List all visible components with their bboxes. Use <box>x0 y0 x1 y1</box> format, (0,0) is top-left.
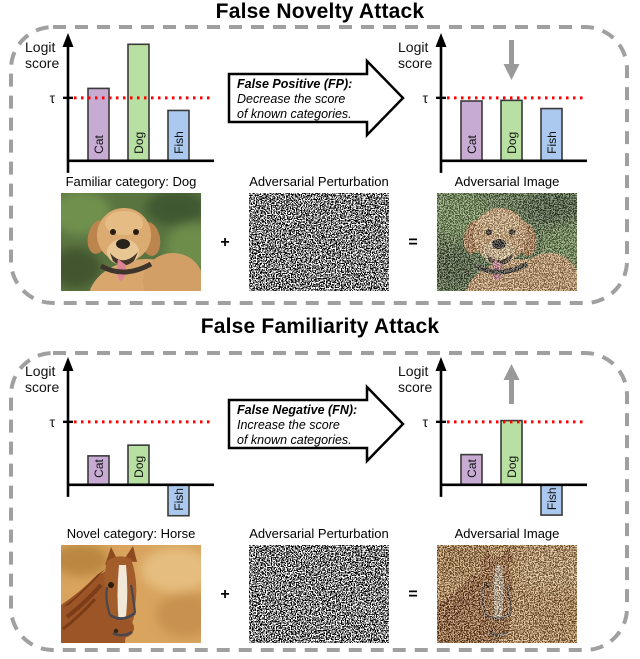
y-axis-label: score <box>398 55 432 71</box>
bar-label-cat: Cat <box>92 135 106 154</box>
plus-operator: + <box>220 586 230 603</box>
arrow-heading: False Negative (FN): <box>237 403 358 417</box>
right-arrow-shape <box>227 58 405 138</box>
bar-label-fish: Fish <box>172 488 186 511</box>
bar-label-fish: Fish <box>172 131 186 154</box>
equals-operator: = <box>408 586 418 603</box>
arrow-line1: Decrease the score <box>237 92 346 106</box>
threshold-label: τ <box>49 90 55 106</box>
perturbation-label: Adversarial Perturbation <box>249 526 389 541</box>
noise-image <box>249 545 389 643</box>
bar-label-dog: Dog <box>132 132 146 154</box>
familiarity-attack-images-row: Novel category: Horse + Adversarial Pert… <box>8 526 630 643</box>
arrow-line2: of known categories. <box>237 107 352 121</box>
bar-label-dog: Dog <box>505 456 519 478</box>
right-arrow-shape <box>227 384 405 464</box>
dog-photo <box>61 193 201 291</box>
arrow-line1: Increase the score <box>237 418 340 432</box>
threshold-label: τ <box>49 414 55 430</box>
adversarial-horse-photo <box>437 545 577 643</box>
threshold-label: τ <box>422 90 428 106</box>
false-positive-arrow: False Positive (FP): Decrease the score … <box>227 58 407 138</box>
logit-chart-before-false-novelty: Logit score Cat Dog Fish τ <box>22 32 222 182</box>
dashed-panel-border <box>9 351 629 652</box>
arrow-heading: False Positive (FP): <box>237 77 353 91</box>
y-axis-label: score <box>25 379 59 395</box>
y-axis-arrowhead <box>62 357 74 371</box>
equals-operator: = <box>408 234 418 251</box>
bar-label-dog: Dog <box>505 132 519 154</box>
adversarial-image-figure: Adversarial Image <box>436 174 578 291</box>
bar-label-fish: Fish <box>545 487 559 510</box>
logit-chart-after-false-novelty: Logit score Cat Dog Fish τ <box>395 32 595 182</box>
bar-label-dog: Dog <box>132 456 146 478</box>
false-negative-arrow: False Negative (FN): Increase the score … <box>227 384 407 464</box>
bar-label-fish: Fish <box>545 131 559 154</box>
y-axis-label: score <box>398 379 432 395</box>
attack-arrow-up-head <box>503 364 520 380</box>
false-novelty-attack-title: False Novelty Attack <box>215 0 425 23</box>
y-axis-arrowhead <box>435 33 447 47</box>
attack-arrow-down-head <box>503 64 520 80</box>
source-image-figure: Novel category: Horse <box>60 526 202 643</box>
false-positive-text: False Positive (FP): Decrease the score … <box>237 77 367 122</box>
bar-label-cat: Cat <box>465 459 479 478</box>
plus-operator: + <box>220 234 230 251</box>
threshold-label: τ <box>422 414 428 430</box>
y-axis-label: Logit <box>398 363 428 379</box>
bar-label-cat: Cat <box>92 459 106 478</box>
perturbation-figure: Adversarial Perturbation <box>248 526 390 643</box>
perturbation-figure: Adversarial Perturbation <box>248 174 390 291</box>
y-axis-label: Logit <box>398 39 428 55</box>
attack-arrow-up-icon <box>509 378 514 404</box>
y-axis-arrowhead <box>435 357 447 371</box>
y-axis-label: Logit <box>25 363 55 379</box>
arrow-line2: of known categories. <box>237 433 352 447</box>
attack-arrow-down-icon <box>509 40 514 66</box>
bar-label-cat: Cat <box>465 135 479 154</box>
adversarial-image-label: Adversarial Image <box>454 174 560 189</box>
logit-chart-after-false-familiarity: Logit score Cat Dog Fish τ <box>395 356 595 531</box>
y-axis-label: score <box>25 55 59 71</box>
false-familiarity-attack-title: False Familiarity Attack <box>200 315 440 338</box>
y-axis-label: Logit <box>25 39 55 55</box>
source-image-figure: Familiar category: Dog <box>60 174 202 291</box>
source-image-label: Familiar category: Dog <box>65 174 197 189</box>
source-image-label: Novel category: Horse <box>66 526 196 541</box>
perturbation-label: Adversarial Perturbation <box>249 174 389 189</box>
novelty-attack-images-row: Familiar category: Dog + Adversarial Per… <box>8 174 630 291</box>
dashed-panel-border <box>9 25 629 305</box>
logit-chart-before-false-familiarity: Logit score Cat Dog Fish τ <box>22 356 222 531</box>
y-axis-arrowhead <box>62 33 74 47</box>
noise-image <box>249 193 389 291</box>
false-novelty-attack-panel: Logit score Cat Dog Fish τ False Positive (FP… <box>8 24 630 306</box>
adversarial-image-figure: Adversarial Image <box>436 526 578 643</box>
adversarial-image-label: Adversarial Image <box>454 526 560 541</box>
false-negative-text: False Negative (FN): Increase the score … <box>237 403 367 448</box>
false-familiarity-attack-panel: Logit score Cat Dog Fish τ False Negative (FN… <box>8 350 630 653</box>
horse-photo <box>61 545 201 643</box>
adversarial-dog-photo <box>437 193 577 291</box>
